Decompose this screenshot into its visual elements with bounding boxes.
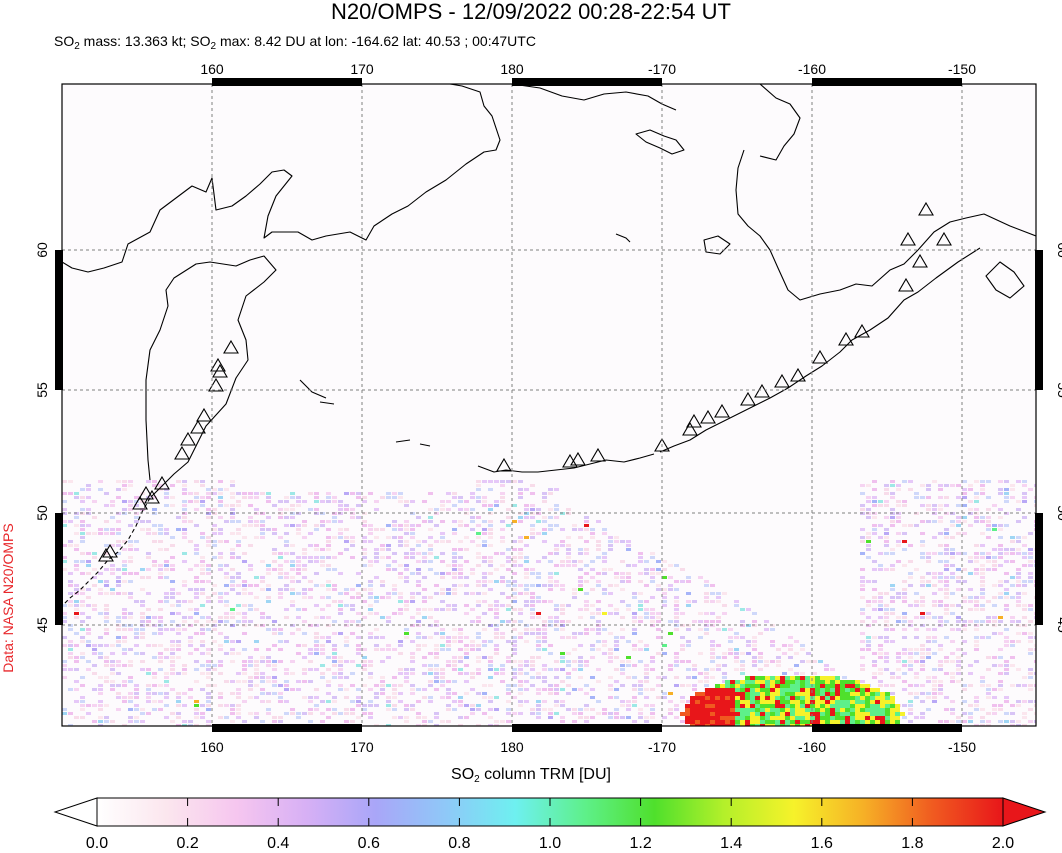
lat-label-left-2: 50 <box>34 505 50 521</box>
colorbar-label-3: 0.6 <box>358 835 380 852</box>
volcano-triangle-icon <box>496 457 512 472</box>
aleutian-islands <box>395 439 655 473</box>
lon-label-top-4: -160 <box>798 61 826 77</box>
kuril-islands <box>62 497 151 607</box>
volcano-triangle-icon <box>180 431 196 446</box>
alaska-north-coast <box>759 84 801 161</box>
volcano-triangle-icon <box>190 419 206 434</box>
longitude-labels-bottom: 160 170 180 -170 -160 -150 <box>200 739 976 755</box>
st-matthew-island <box>615 233 631 243</box>
volcano-triangle-icon <box>740 391 756 406</box>
kamchatka-peninsula-coast <box>145 255 277 497</box>
lon-label-top-0: 160 <box>200 61 224 77</box>
lon-label-top-1: 170 <box>350 61 374 77</box>
colorbar-label-6: 1.2 <box>629 835 651 852</box>
volcano-triangle-icon <box>174 445 190 460</box>
colorbar-title: SO2 column TRM [DU] <box>451 766 611 785</box>
map-title: N20/OMPS - 12/09/2022 00:28-22:54 UT <box>331 0 731 24</box>
colorbar-label-4: 0.8 <box>448 835 470 852</box>
lat-label-right-1: 55 <box>1055 382 1062 398</box>
volcano-triangle-icon <box>700 409 716 424</box>
volcano-triangle-icon <box>682 421 698 436</box>
volcano-triangle-icon <box>790 367 806 382</box>
volcano-marker-layer <box>98 201 952 562</box>
volcano-triangle-icon <box>138 485 154 500</box>
colorbar-label-10: 2.0 <box>992 835 1014 852</box>
volcano-triangle-icon <box>898 277 914 292</box>
volcano-triangle-icon <box>154 475 170 490</box>
volcano-triangle-icon <box>210 357 226 372</box>
colorbar-label-7: 1.4 <box>720 835 742 852</box>
colorbar-label-8: 1.6 <box>811 835 833 852</box>
lat-label-left-3: 45 <box>34 617 50 633</box>
longitude-labels-top: 160 170 180 -170 -160 -150 <box>200 61 976 77</box>
lon-label-top-2: 180 <box>500 61 524 77</box>
colorbar-high-arrow <box>1002 797 1047 827</box>
volcano-triangle-icon <box>212 363 228 378</box>
lat-label-right-2: 50 <box>1055 505 1062 521</box>
volcano-triangle-icon <box>144 489 160 504</box>
volcano-triangle-icon <box>686 413 702 428</box>
lat-label-right-0: 60 <box>1055 242 1062 258</box>
colorbar-ticks <box>96 798 1004 826</box>
lon-label-top-5: -150 <box>948 61 976 77</box>
volcano-triangle-icon <box>98 547 114 562</box>
lon-label-bottom-4: -160 <box>798 739 826 755</box>
lon-label-bottom-5: -150 <box>948 739 976 755</box>
lon-label-top-3: -170 <box>648 61 676 77</box>
lat-label-right-3: 45 <box>1055 617 1062 633</box>
colorbar-tick-labels: 0.0 0.2 0.4 0.6 0.8 1.0 1.2 1.4 1.6 1.8 2.0 <box>86 835 1014 852</box>
colorbar-label-5: 1.0 <box>539 835 561 852</box>
lon-label-bottom-1: 170 <box>350 739 374 755</box>
volcano-triangle-icon <box>590 447 606 462</box>
chukotka-coast <box>511 84 677 111</box>
lon-label-bottom-2: 180 <box>500 739 524 755</box>
volcano-triangle-icon <box>223 339 239 354</box>
colorbar: 0.0 0.2 0.4 0.6 0.8 1.0 1.2 1.4 1.6 1.8 2.0 <box>53 797 1047 852</box>
volcano-triangle-icon <box>936 231 952 246</box>
volcano-triangle-icon <box>900 231 916 246</box>
volcano-triangle-icon <box>714 403 730 418</box>
volcano-triangle-icon <box>102 543 118 558</box>
volcano-triangle-icon <box>774 373 790 388</box>
latitude-labels-right: 60 55 50 45 <box>1055 242 1062 633</box>
lon-label-bottom-0: 160 <box>200 739 224 755</box>
lat-label-left-1: 55 <box>34 382 50 398</box>
colorbar-label-0: 0.0 <box>86 835 108 852</box>
volcano-triangle-icon <box>854 323 870 338</box>
frame-bands <box>55 78 1043 732</box>
volcano-triangle-icon <box>754 383 770 398</box>
colorbar-label-1: 0.2 <box>176 835 198 852</box>
volcano-triangle-icon <box>912 253 928 268</box>
so2-statistics: SO2 mass: 13.363 kt; SO2 max: 8.42 DU at… <box>54 33 536 52</box>
kodiak-island <box>985 261 1025 299</box>
colorbar-label-9: 1.8 <box>901 835 923 852</box>
latitude-labels-left: 60 55 50 45 <box>34 242 50 633</box>
kamchatka-coast <box>62 84 501 273</box>
volcano-triangle-icon <box>918 201 934 216</box>
coastline-layer <box>62 84 1036 607</box>
volcano-triangle-icon <box>132 495 148 510</box>
volcano-triangle-icon <box>570 451 586 466</box>
alaska-west-coast <box>735 149 1036 301</box>
commander-islands <box>299 379 335 405</box>
graticule <box>62 84 1036 726</box>
colorbar-low-arrow <box>53 797 98 827</box>
colorbar-label-2: 0.4 <box>267 835 289 852</box>
st-lawrence-island <box>635 129 685 155</box>
alaska-peninsula-coast <box>659 247 981 453</box>
volcano-triangle-icon <box>196 407 212 422</box>
lon-label-bottom-3: -170 <box>648 739 676 755</box>
volcano-triangle-icon <box>838 331 854 346</box>
lat-label-left-0: 60 <box>34 242 50 258</box>
volcano-triangle-icon <box>812 349 828 364</box>
